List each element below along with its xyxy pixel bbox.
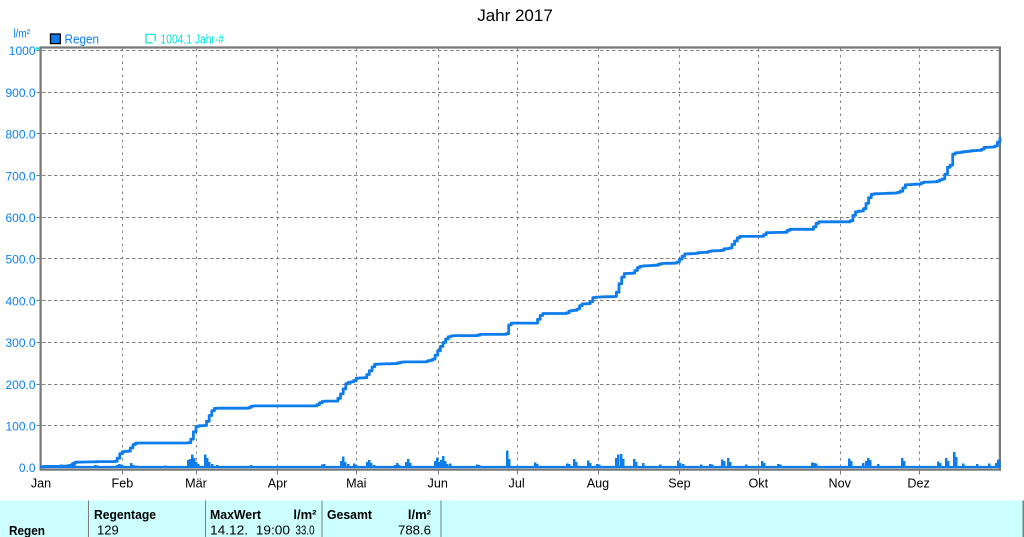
svg-text:0.0: 0.0 [19, 461, 36, 475]
svg-text:Aug: Aug [587, 477, 609, 491]
svg-text:33.0: 33.0 [296, 523, 315, 537]
svg-text:Nov: Nov [828, 477, 851, 491]
svg-text:900.0: 900.0 [5, 86, 35, 100]
svg-text:300.0: 300.0 [5, 336, 35, 350]
svg-text:14.12. 19:00: 14.12. 19:00 [210, 523, 290, 537]
svg-text:l/m²: l/m² [408, 507, 432, 522]
svg-text:Mär: Mär [185, 477, 207, 491]
svg-text:Regen: Regen [65, 32, 100, 46]
svg-text:Jahr 2017: Jahr 2017 [477, 6, 553, 25]
svg-text:400.0: 400.0 [5, 294, 35, 308]
svg-text:200.0: 200.0 [5, 378, 35, 392]
svg-text:l/m²: l/m² [13, 27, 30, 41]
svg-text:1004.1 Jahr-#: 1004.1 Jahr-# [161, 32, 225, 46]
svg-text:129: 129 [97, 523, 119, 537]
svg-text:Dez: Dez [907, 477, 929, 491]
svg-text:Apr: Apr [268, 477, 288, 491]
svg-text:800.0: 800.0 [5, 128, 35, 142]
svg-text:MaxWert: MaxWert [210, 507, 262, 522]
svg-text:Jun: Jun [428, 477, 448, 491]
svg-text:1000: 1000 [9, 44, 36, 58]
svg-text:500.0: 500.0 [5, 253, 35, 267]
svg-text:Gesamt: Gesamt [327, 507, 373, 522]
svg-text:Regen: Regen [9, 523, 45, 537]
svg-text:Jul: Jul [509, 477, 525, 491]
svg-text:600.0: 600.0 [5, 211, 35, 225]
svg-text:Okt: Okt [749, 477, 769, 491]
svg-text:Mai: Mai [346, 477, 366, 491]
svg-text:700.0: 700.0 [5, 169, 35, 183]
svg-text:l/m²: l/m² [293, 507, 317, 522]
svg-text:788.6: 788.6 [398, 523, 431, 537]
svg-text:Sep: Sep [668, 477, 690, 491]
svg-text:Regentage: Regentage [94, 507, 156, 522]
svg-text:100.0: 100.0 [5, 420, 35, 434]
svg-text:Jan: Jan [31, 477, 51, 491]
svg-text:Feb: Feb [112, 477, 134, 491]
